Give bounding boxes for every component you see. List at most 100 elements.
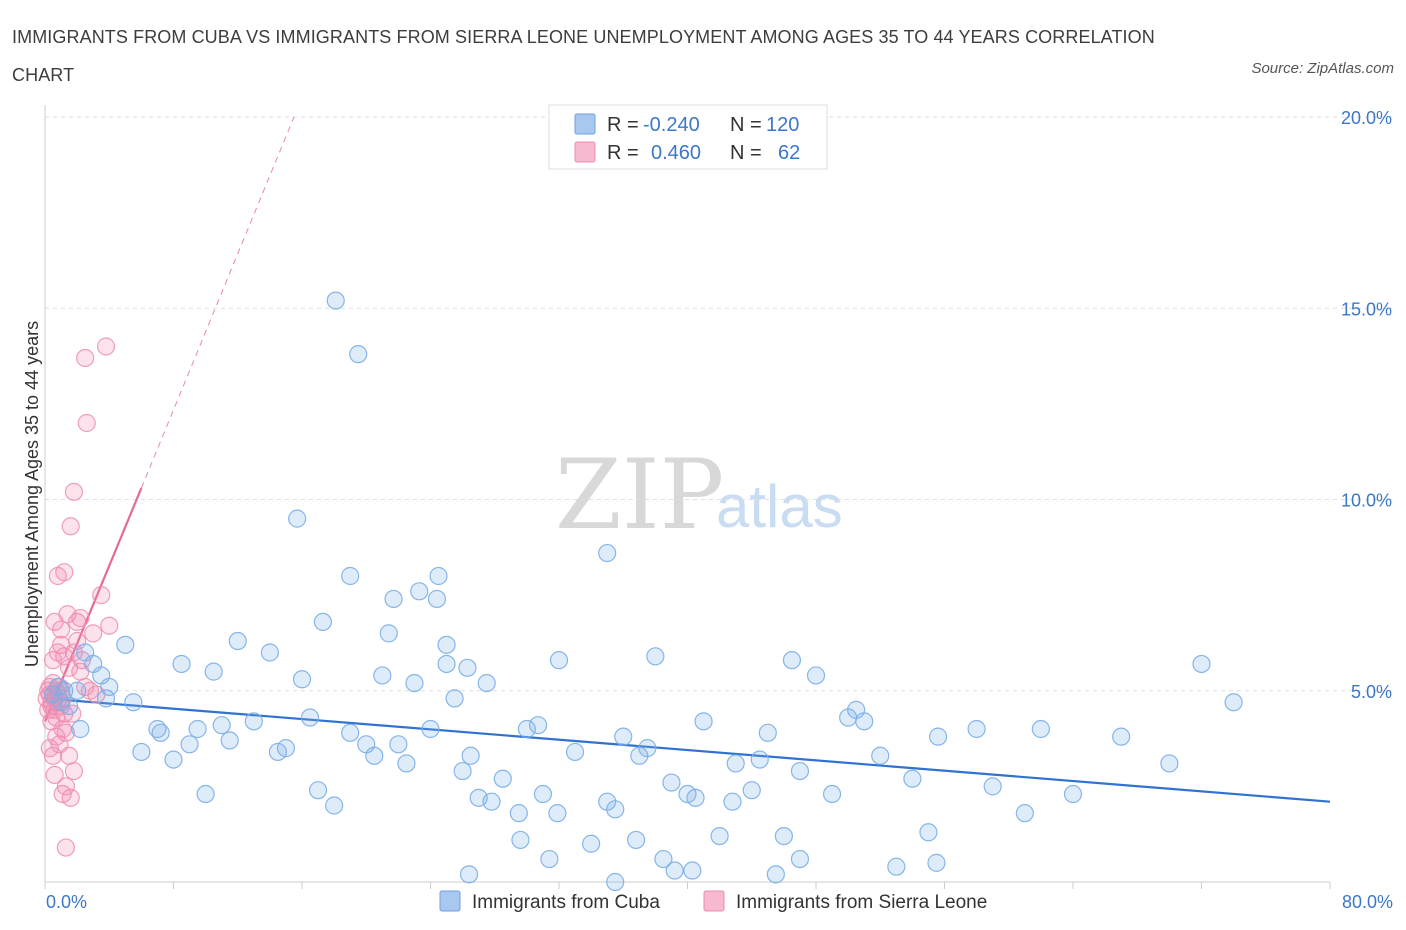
point-sierra-leone [100,616,119,635]
point-cuba [288,509,307,528]
point-cuba [606,872,625,892]
point-sierra-leone [55,647,74,666]
bottom-legend-label-sierra-leone: Immigrants from Sierra Leone [736,892,987,913]
point-cuba [477,673,496,693]
point-cuba [855,712,874,731]
point-cuba [379,624,398,643]
point-cuba [151,723,170,742]
point-sierra-leone [61,788,80,807]
point-cuba [790,761,810,781]
point-cuba [204,662,223,681]
y-tick-label: 5.0% [1351,682,1392,702]
point-cuba [100,677,119,697]
point-cuba [723,792,742,811]
point-cuba [308,781,328,800]
legend-r-value-cuba: -0.240 [643,114,700,136]
bottom-legend-swatch-cuba [439,890,461,912]
point-cuba [341,723,360,742]
y-axis-label: Unemployment Among Ages 35 to 44 years [22,321,42,667]
point-cuba [1160,754,1179,773]
point-cuba [758,723,777,742]
point-cuba [453,761,472,781]
point-cuba [68,681,87,700]
legend-r-value-sierra-leone: 0.460 [651,142,701,164]
point-sierra-leone [76,348,95,368]
legend: R = -0.240 N = 120 R = 0.460 N = 62 [548,104,828,170]
point-cuba [598,543,617,563]
legend-r-label-sierra-leone: R = [607,142,639,164]
legend-r-label-cuba: R = [607,114,639,136]
point-cuba [373,666,392,685]
point-cuba [405,673,424,693]
point-cuba [582,834,601,853]
point-cuba [132,742,151,762]
point-cuba [638,739,657,758]
point-cuba [726,754,745,773]
point-sierra-leone [56,723,75,742]
point-cuba [565,742,585,762]
point-cuba [421,719,440,739]
series-cuba [43,291,1243,892]
point-cuba [124,693,143,712]
point-cuba [365,746,384,765]
point-cuba [384,589,403,609]
point-cuba [927,853,946,872]
point-cuba [349,345,368,364]
point-cuba [461,746,480,765]
point-cuba [313,612,332,632]
trend-line-cuba [44,697,1331,803]
point-cuba [919,823,938,842]
point-cuba [533,784,553,804]
point-cuba [292,670,312,689]
point-cuba [774,826,793,846]
point-cuba [188,719,207,739]
point-sierra-leone [56,838,75,857]
y-tick-label: 20.0% [1341,108,1392,128]
point-cuba [782,651,802,670]
point-cuba [654,849,673,869]
point-cuba [928,727,948,746]
point-cuba [606,800,625,819]
point-cuba [662,773,681,792]
point-cuba [742,781,761,800]
point-sierra-leone [80,681,100,700]
point-cuba [59,696,79,716]
source-label: Source: ZipAtlas.com [1251,60,1394,77]
point-cuba [228,631,247,651]
point-cuba [614,727,633,746]
point-sierra-leone [45,765,64,785]
point-cuba [220,731,239,750]
point-cuba [427,589,447,609]
point-sierra-leone [42,712,61,731]
point-sierra-leone [77,413,96,433]
point-sierra-leone [71,608,90,628]
point-cuba [437,635,456,654]
point-sierra-leone [84,624,103,643]
point-cuba [750,750,769,769]
point-cuba [790,849,810,869]
point-cuba [806,666,826,685]
bottom-legend-swatch-sierra-leone [703,890,725,912]
watermark-zip: ZIP [555,439,724,551]
series-sierra-leone [37,337,119,857]
point-cuba [540,849,559,869]
point-sierra-leone [64,761,84,781]
point-cuba [325,796,344,815]
point-cuba [429,566,448,586]
point-cuba [967,719,986,739]
point-cuba [983,777,1002,796]
point-cuba [626,830,646,850]
point-cuba [517,719,536,739]
point-cuba [1063,784,1083,804]
point-cuba [646,647,665,666]
point-cuba [326,291,345,310]
point-cuba [1031,719,1050,739]
point-sierra-leone [55,563,74,582]
point-cuba [458,658,477,677]
point-cuba [511,830,530,850]
point-cuba [548,804,567,823]
point-sierra-leone [64,482,84,501]
legend-n-label-cuba: N = [730,114,762,136]
legend-n-value-cuba: 120 [766,114,799,136]
